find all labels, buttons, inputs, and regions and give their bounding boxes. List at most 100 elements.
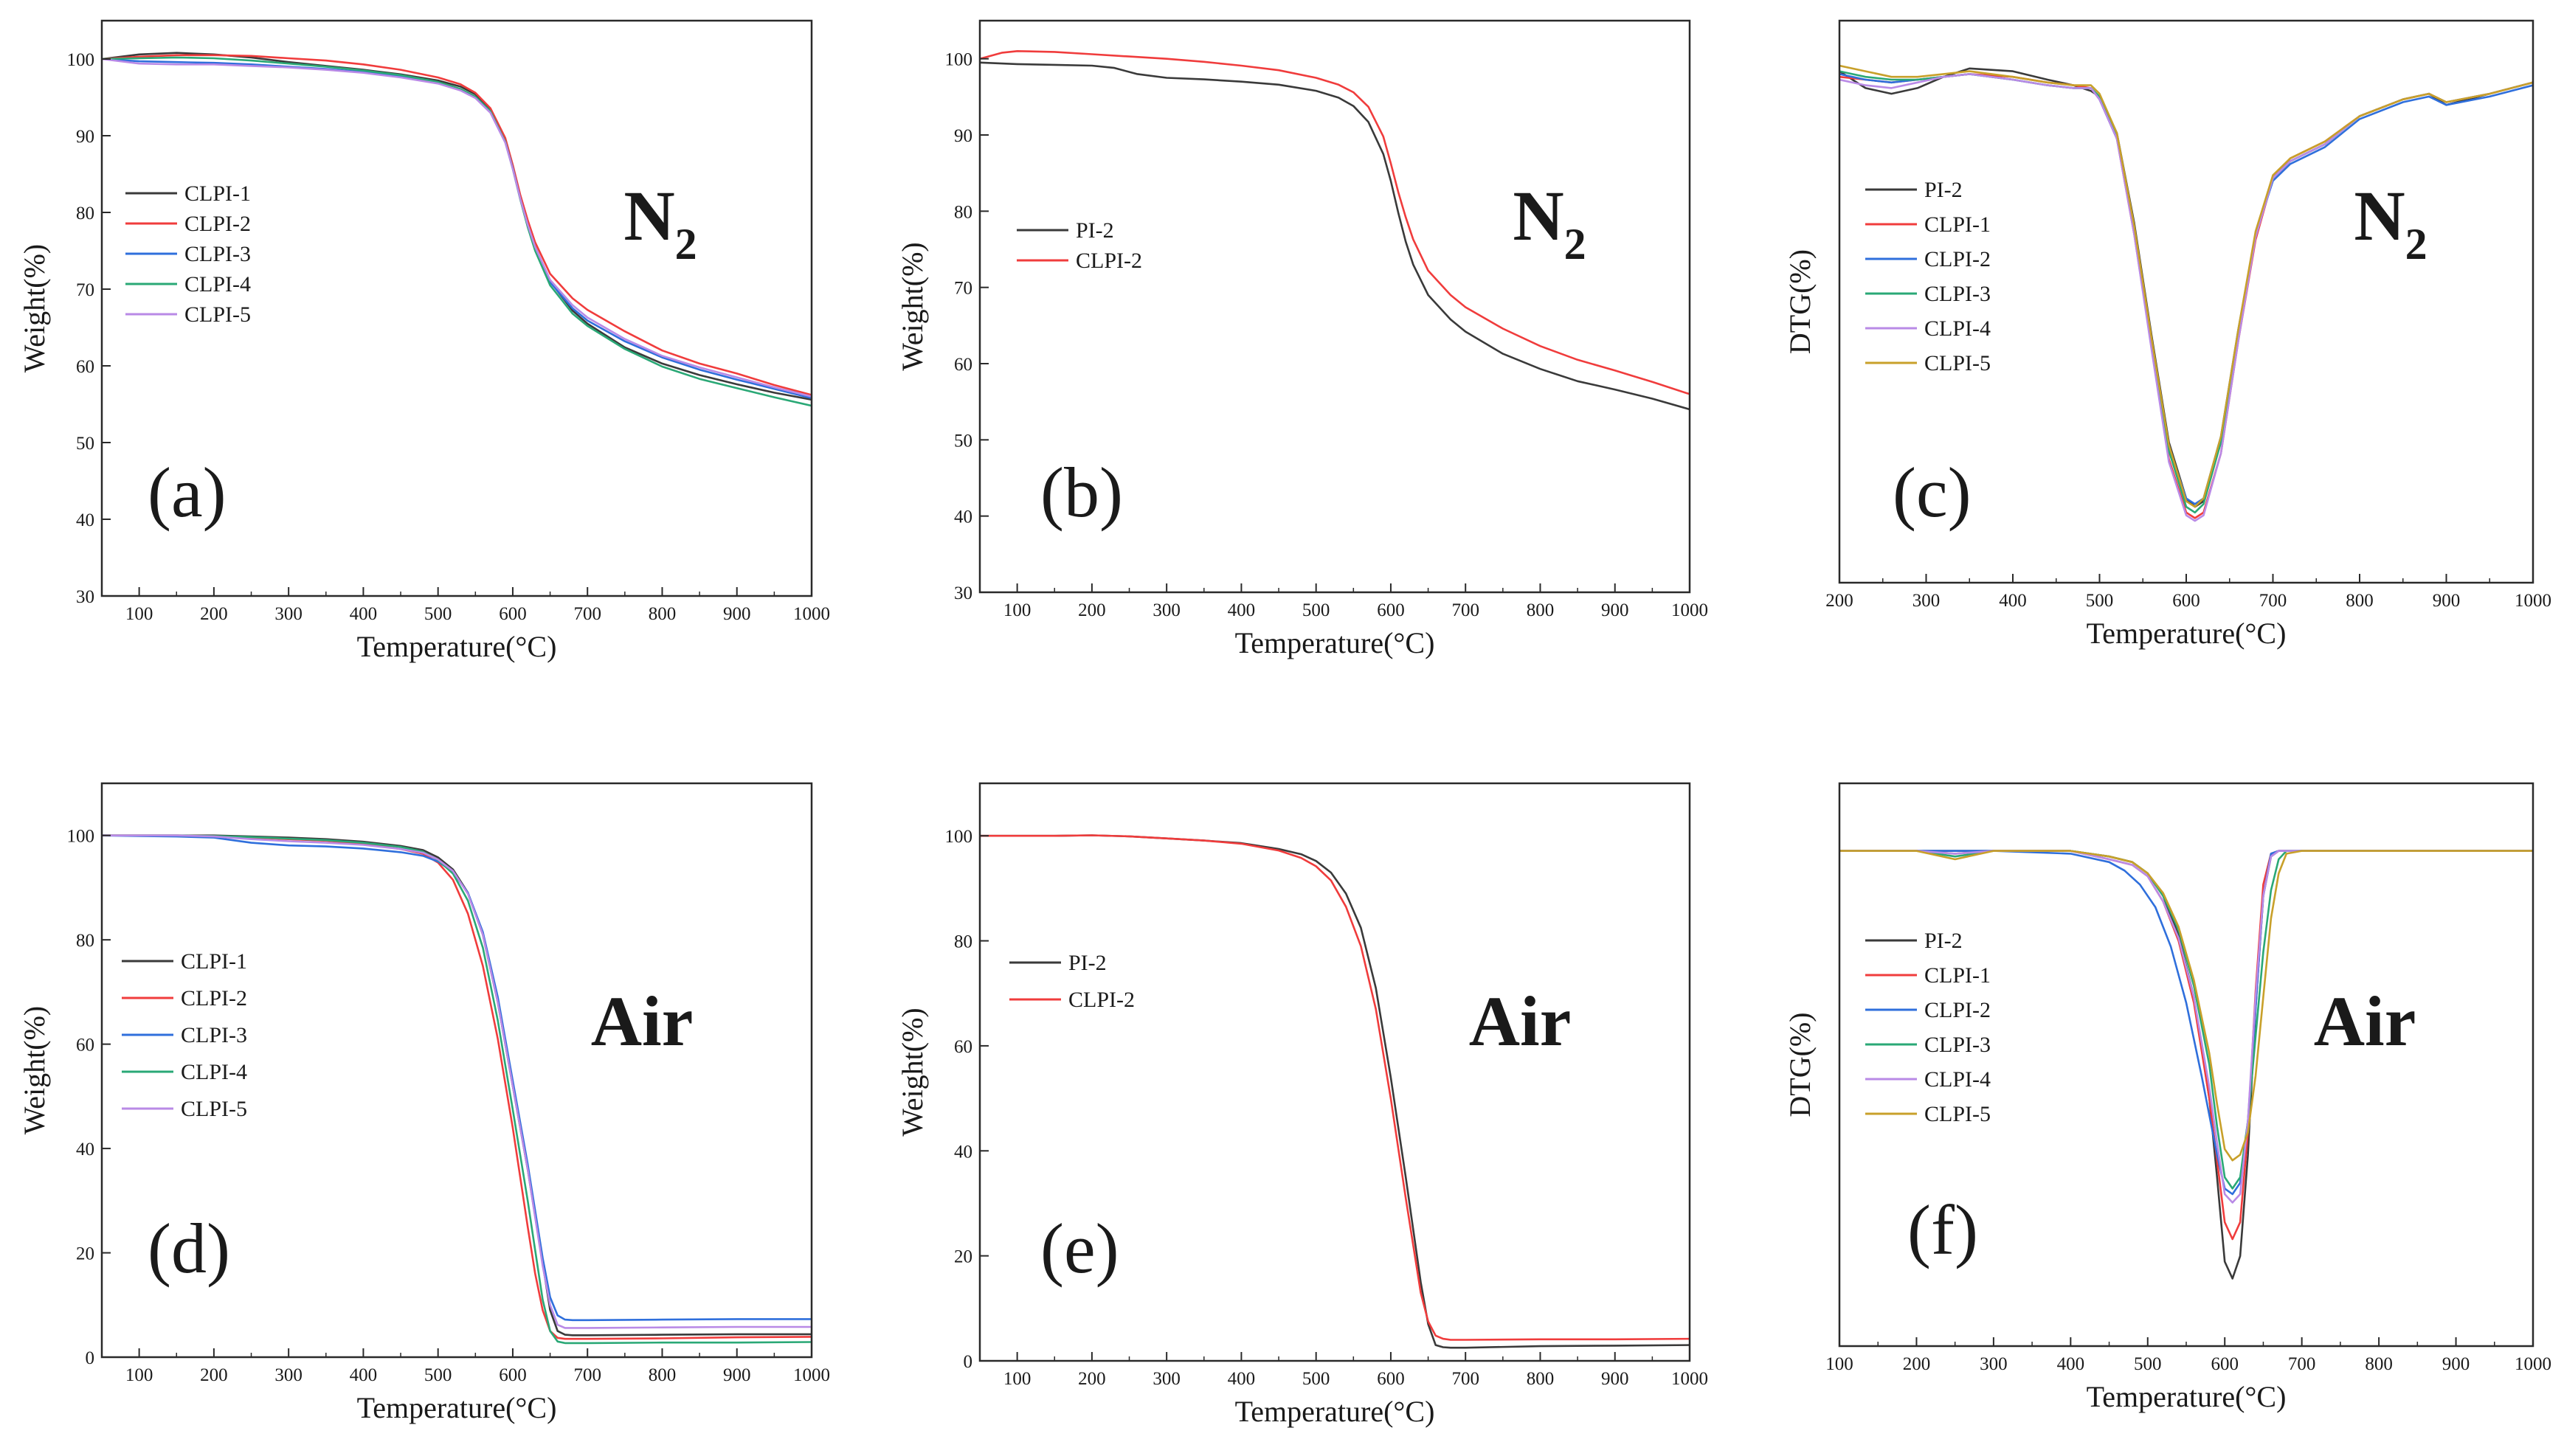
series-line-pi-2 <box>980 61 1690 411</box>
panel-f: 100 200 300 400 500 600 700 800 900 1000 Temperatu… <box>1783 782 2551 1413</box>
legend-label: CLPI-5 <box>184 302 251 327</box>
panel-label: (f) <box>1907 1190 1978 1269</box>
y-tick-label: 60 <box>954 1037 972 1057</box>
legend-label: CLPI-4 <box>184 272 251 297</box>
x-tick-label: 300 <box>1153 1369 1181 1389</box>
x-tick-label: 100 <box>125 604 153 624</box>
x-tick-label: 700 <box>1451 1369 1479 1389</box>
x-tick-label: 100 <box>1825 1354 1853 1374</box>
x-tick-label: 900 <box>1601 600 1629 620</box>
y-tick-label: 100 <box>945 827 973 847</box>
y-tick-label: 40 <box>954 1142 972 1162</box>
atmosphere-main: N <box>1513 176 1563 255</box>
legend-label: CLPI-1 <box>181 949 247 974</box>
x-tick-label: 800 <box>2365 1354 2393 1374</box>
x-axis-label: Temperature(°C) <box>357 630 557 663</box>
x-tick-label: 700 <box>1451 600 1479 620</box>
x-tick-label: 700 <box>2259 591 2287 611</box>
y-tick-label: 100 <box>67 50 95 70</box>
x-tick-label: 600 <box>499 1365 527 1385</box>
legend-label: PI-2 <box>1924 178 1963 202</box>
x-tick-label: 600 <box>2211 1354 2239 1374</box>
x-tick-label: 200 <box>1078 1369 1106 1389</box>
plot-frame <box>100 19 813 597</box>
legend-label: CLPI-4 <box>181 1060 247 1084</box>
x-tick-label: 300 <box>1153 600 1181 620</box>
x-tick-label: 600 <box>2172 591 2200 611</box>
x-tick-label: 100 <box>125 1365 153 1385</box>
series-line-clpi-4 <box>102 834 812 1345</box>
atmosphere-subscript: 2 <box>1564 220 1586 268</box>
legend-label: CLPI-1 <box>1924 212 1991 237</box>
plot-frame <box>978 19 1691 594</box>
y-tick-label: 70 <box>954 279 972 299</box>
y-tick-label: 50 <box>954 431 972 451</box>
x-tick-label: 300 <box>1980 1354 2008 1374</box>
legend-label: CLPI-2 <box>1924 247 1991 271</box>
y-tick-label: 100 <box>67 827 95 847</box>
y-tick-label: 90 <box>954 126 972 146</box>
x-tick-label: 1000 <box>793 604 830 624</box>
legend-label: PI-2 <box>1068 951 1107 975</box>
x-tick-label: 200 <box>200 1365 228 1385</box>
y-tick-label: 30 <box>76 587 94 607</box>
x-tick-label: 800 <box>649 604 677 624</box>
atmosphere-main: N <box>623 176 674 255</box>
x-tick-label: 1000 <box>793 1365 830 1385</box>
atmosphere-main: Air <box>591 982 694 1061</box>
x-tick-label: 300 <box>274 1365 303 1385</box>
y-tick-label: 70 <box>76 280 94 300</box>
atmosphere-label: Air <box>1469 982 1572 1061</box>
y-axis-label: DTG(%) <box>1783 1012 1817 1117</box>
atmosphere-label: N2 <box>2354 176 2427 268</box>
x-tick-label: 900 <box>723 604 751 624</box>
panel-d: 100 200 300 400 500 600 700 800 900 1000 0 20 40 60 80… <box>18 782 830 1424</box>
y-tick-label: 80 <box>954 932 972 952</box>
panel-label: (c) <box>1893 453 1972 532</box>
x-tick-label: 500 <box>2134 1354 2162 1374</box>
y-tick-label: 60 <box>76 357 94 377</box>
y-tick-label: 80 <box>76 204 94 223</box>
x-tick-label: 500 <box>1302 1369 1330 1389</box>
y-tick-label: 80 <box>954 202 972 222</box>
x-tick-label: 600 <box>499 604 527 624</box>
y-tick-label: 40 <box>76 1140 94 1159</box>
series-line-clpi-5 <box>102 58 812 398</box>
series-line-clpi-2 <box>980 50 1690 395</box>
x-tick-label: 400 <box>350 604 378 624</box>
x-tick-label: 500 <box>424 604 452 624</box>
x-tick-label: 200 <box>1903 1354 1931 1374</box>
x-tick-label: 100 <box>1003 600 1032 620</box>
y-tick-label: 50 <box>76 434 94 454</box>
atmosphere-label: Air <box>591 982 694 1061</box>
panel-c: 200 300 400 500 600 700 800 900 1000 Temperature(… <box>1783 19 2551 650</box>
legend-label: CLPI-5 <box>1924 351 1991 375</box>
x-tick-label: 500 <box>424 1365 452 1385</box>
panel-label: (e) <box>1040 1209 1119 1288</box>
series-line-clpi-5 <box>1839 850 2533 1162</box>
plot-frame <box>978 782 1691 1362</box>
legend-label: CLPI-1 <box>184 181 251 206</box>
atmosphere-main: N <box>2354 176 2405 255</box>
x-tick-label: 1000 <box>1671 600 1708 620</box>
legend-label: CLPI-3 <box>1924 282 1991 306</box>
x-tick-label: 300 <box>1912 591 1941 611</box>
legend-label: CLPI-5 <box>181 1097 247 1121</box>
x-tick-label: 400 <box>350 1365 378 1385</box>
x-axis-label: Temperature(°C) <box>2087 617 2287 650</box>
atmosphere-label: N2 <box>1513 176 1586 268</box>
x-tick-label: 700 <box>2288 1354 2316 1374</box>
y-axis-label: Weight(%) <box>18 1006 51 1135</box>
y-tick-label: 20 <box>954 1247 972 1267</box>
panel-a: 100 200 300 400 500 600 700 800 900 1000 30 40 50 60 7… <box>18 19 830 663</box>
x-tick-label: 700 <box>573 604 601 624</box>
x-tick-label: 400 <box>1228 1369 1256 1389</box>
x-axis-label: Temperature(°C) <box>357 1391 557 1424</box>
x-tick-label: 700 <box>573 1365 601 1385</box>
x-tick-label: 1000 <box>2515 1354 2551 1374</box>
y-tick-label: 60 <box>76 1036 94 1055</box>
y-tick-label: 90 <box>76 127 94 147</box>
x-axis-label: Temperature(°C) <box>1235 626 1435 659</box>
legend-label: CLPI-3 <box>181 1023 247 1047</box>
